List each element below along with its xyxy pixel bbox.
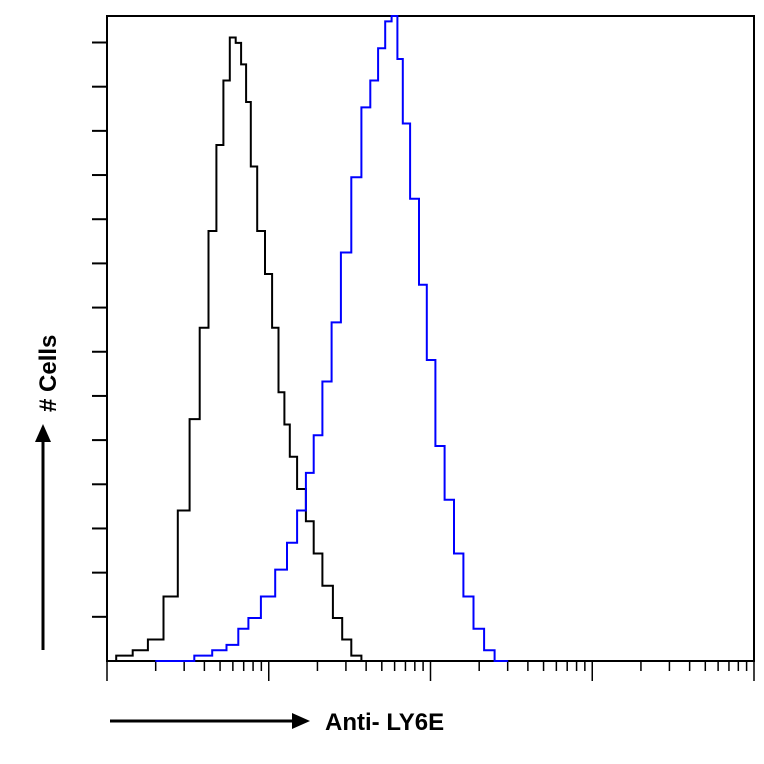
data-point [316,434,319,437]
data-point [232,36,234,39]
data-point [280,568,283,571]
data-point [337,617,340,619]
data-point [267,273,270,275]
y-axis-arrow-head [35,424,51,442]
data-point [373,79,376,82]
data-point [381,47,383,50]
data-point [291,541,294,544]
data-point [309,520,311,523]
data-point [387,20,390,23]
data-point [345,638,347,641]
data-point [267,595,270,598]
data-point [309,472,311,474]
x-axis-title: Anti- LY6E [325,709,444,736]
data-point [232,644,234,646]
data-point [211,230,214,232]
data-point [466,595,469,598]
data-point [194,418,196,420]
data-point [393,15,396,17]
data-point [139,649,141,652]
data-point [404,122,407,125]
data-point [106,660,108,662]
series-layer [106,15,509,662]
data-point [183,660,185,662]
data-point [448,498,450,501]
data-point [326,380,329,383]
data-point [316,552,319,555]
data-point [414,197,416,200]
data-point [242,627,245,630]
data-point [252,617,254,619]
data-point [335,321,337,324]
data-point [355,176,358,179]
series-2 [154,15,509,662]
data-point [429,359,432,361]
data-point [373,660,376,662]
x-axis-arrow-head [292,713,310,729]
data-point [203,654,206,657]
data-point [247,101,250,103]
data-point [422,283,424,286]
series-line [107,36,382,662]
plot-frame [106,15,755,662]
data-point [183,509,185,512]
data-point [286,423,288,426]
data-point [260,230,263,232]
data-point [365,106,367,109]
data-point [506,660,509,662]
data-point [219,649,221,652]
data-point [124,654,127,657]
data-point [300,488,303,490]
x-axis-ticks [106,661,755,681]
data-point [300,509,303,512]
data-point [345,251,347,254]
data-point [242,63,245,66]
data-point [225,79,228,82]
data-point [237,42,240,44]
series-1 [106,36,383,662]
data-point [291,455,294,458]
data-point [355,654,358,657]
data-point [458,552,460,555]
data-point [478,627,480,630]
data-point [252,165,254,168]
data-point [154,660,157,662]
data-point [499,660,502,662]
y-axis-title: # Cells [35,335,62,412]
data-point [365,660,367,662]
data-point [381,660,383,662]
data-point [203,326,206,329]
data-point [399,58,402,60]
data-point [219,144,221,146]
data-point [439,445,442,447]
series-line [155,15,508,662]
data-point [274,326,277,329]
data-point [280,391,283,394]
data-point [326,584,329,587]
y-axis-ticks [92,41,107,618]
data-point [170,595,173,598]
data-point [488,649,490,652]
data-point [154,638,157,641]
